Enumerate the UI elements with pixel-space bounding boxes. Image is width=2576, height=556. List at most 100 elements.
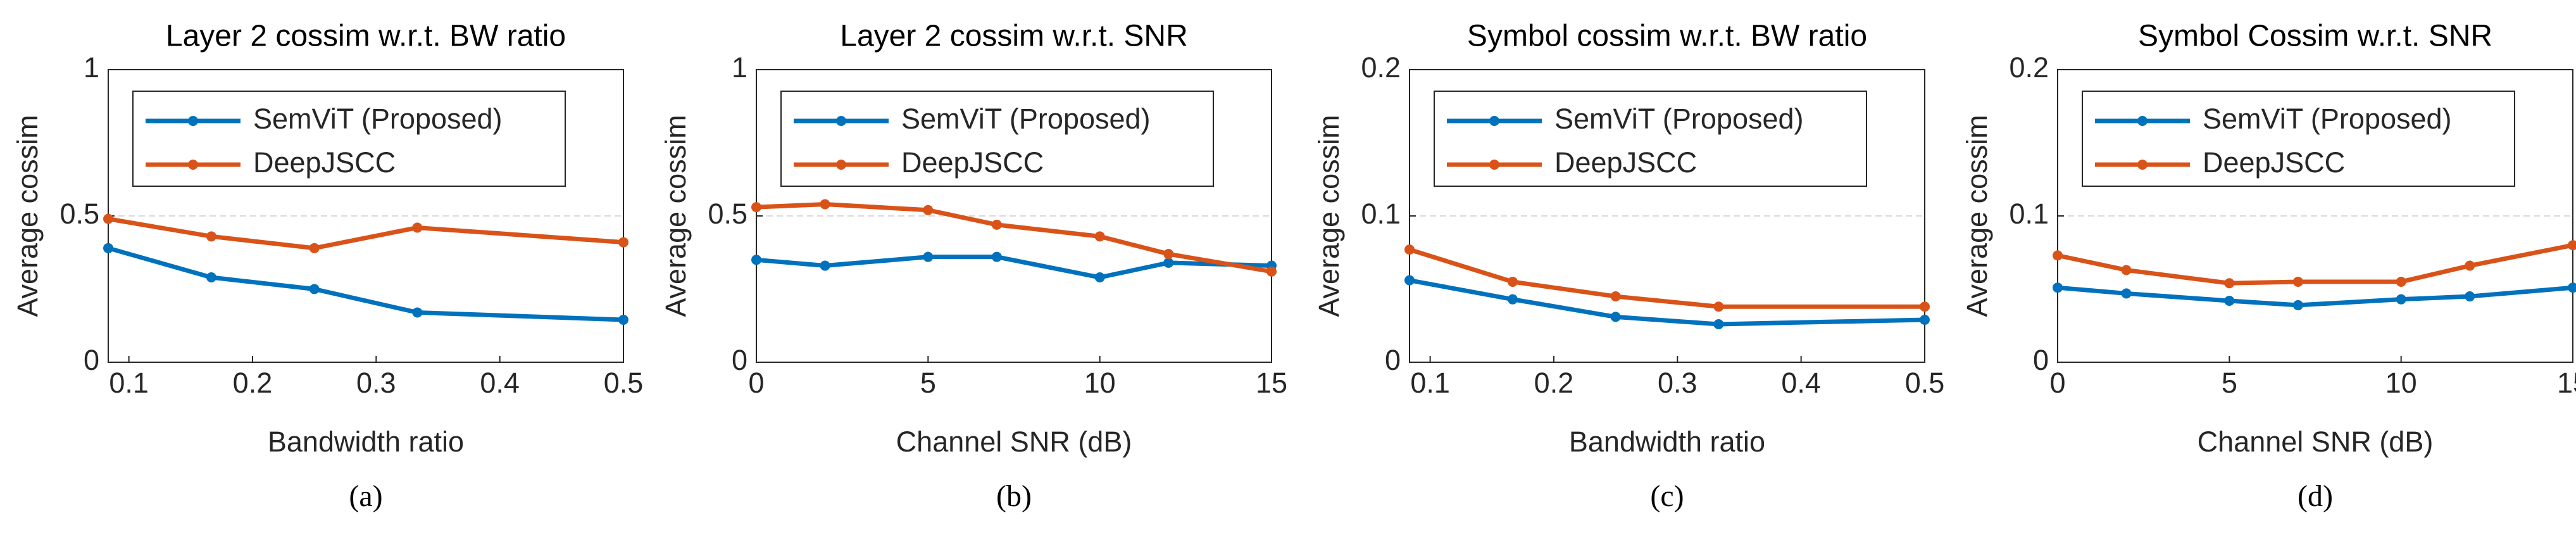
x-axis-label: Bandwidth ratio (1569, 426, 1765, 458)
data-point (206, 231, 216, 242)
y-axis-label: Average cossim (1313, 115, 1345, 317)
x-axis-label: Bandwidth ratio (268, 426, 464, 458)
x-tick-label: 15 (2557, 367, 2576, 399)
data-point (309, 284, 320, 294)
data-point (1094, 231, 1105, 242)
x-tick-label: 0 (748, 367, 764, 399)
data-point (309, 243, 320, 253)
y-axis-label: Average cossim (11, 115, 44, 317)
legend-label: SemViT (Proposed) (253, 103, 503, 135)
data-point (2292, 300, 2303, 310)
data-point (1404, 244, 1415, 255)
y-axis-label: Average cossim (660, 115, 692, 317)
chart-title: Layer 2 cossim w.r.t. BW ratio (166, 20, 566, 53)
caption: (b) (996, 479, 1032, 513)
data-point (820, 260, 830, 271)
legend-marker (1489, 116, 1499, 126)
x-axis-label: Channel SNR (dB) (2198, 426, 2434, 458)
data-point (412, 307, 423, 318)
y-tick-label: 0 (1385, 344, 1401, 376)
legend-box (2082, 91, 2515, 187)
legend-label: SemViT (Proposed) (901, 103, 1151, 135)
data-point (618, 315, 628, 325)
data-point (2465, 260, 2475, 271)
data-point (820, 199, 830, 210)
y-tick-label: 1 (84, 51, 99, 84)
data-point (2396, 294, 2406, 305)
legend-box (780, 91, 1214, 187)
data-point (2568, 240, 2576, 251)
data-point (1610, 312, 1621, 322)
x-tick-label: 0.3 (356, 367, 396, 399)
legend-label: DeepJSCC (2203, 146, 2345, 179)
legend-box (132, 91, 566, 187)
data-point (2396, 276, 2406, 287)
y-tick-label: 0.1 (1361, 198, 1401, 230)
x-tick-label: 5 (2222, 367, 2237, 399)
chart-title: Symbol Cossim w.r.t. SNR (2138, 20, 2492, 53)
legend-marker (2137, 160, 2148, 170)
y-tick-label: 0.2 (2009, 51, 2049, 84)
caption: (c) (1650, 479, 1684, 513)
data-point (2121, 288, 2132, 299)
axes-box (1409, 69, 1925, 363)
data-point (923, 205, 934, 215)
y-tick-label: 0.5 (59, 198, 99, 230)
x-tick-label: 0.2 (1534, 367, 1574, 399)
y-tick-label: 0 (2033, 344, 2049, 376)
data-point (1610, 291, 1621, 302)
legend-marker (836, 116, 846, 126)
legend-marker (2137, 116, 2148, 126)
y-tick-label: 0 (732, 344, 747, 376)
legend-marker (836, 160, 846, 170)
data-point (103, 243, 113, 253)
legend-label: DeepJSCC (901, 146, 1044, 179)
data-point (2121, 265, 2132, 275)
x-tick-label: 0.5 (1905, 367, 1945, 399)
legend-label: SemViT (Proposed) (1554, 103, 1804, 135)
y-tick-label: 0.2 (1361, 51, 1401, 84)
data-point (1920, 315, 1930, 325)
x-tick-label: 0.2 (233, 367, 273, 399)
legend-marker (188, 116, 198, 126)
legend-marker (188, 160, 198, 170)
x-tick-label: 0.4 (480, 367, 520, 399)
legend-label: DeepJSCC (1554, 146, 1697, 179)
legend-label: SemViT (Proposed) (2203, 103, 2452, 135)
x-tick-label: 15 (1256, 367, 1287, 399)
data-point (1920, 301, 1930, 312)
data-point (2292, 276, 2303, 287)
caption: (d) (2298, 479, 2333, 513)
axes-box (2057, 69, 2573, 363)
y-axis-label: Average cossim (1961, 115, 1993, 317)
x-tick-label: 0.5 (604, 367, 644, 399)
data-point (991, 219, 1002, 230)
data-point (1163, 257, 1174, 268)
data-point (1094, 272, 1105, 283)
data-point (2224, 278, 2235, 289)
data-point (991, 251, 1002, 262)
data-point (618, 237, 628, 248)
y-tick-label: 1 (732, 51, 747, 84)
chart-title: Symbol cossim w.r.t. BW ratio (1467, 20, 1867, 53)
data-point (1713, 301, 1724, 312)
data-point (2053, 250, 2063, 261)
x-tick-label: 10 (2385, 367, 2417, 399)
legend-label: DeepJSCC (253, 146, 396, 179)
x-tick-label: 10 (1084, 367, 1116, 399)
data-point (923, 251, 934, 262)
data-point (751, 255, 761, 265)
axes-box (756, 69, 1272, 363)
x-tick-label: 0 (2049, 367, 2065, 399)
data-point (412, 222, 423, 233)
data-point (1507, 276, 1518, 287)
data-point (2568, 282, 2576, 293)
legend-marker (1489, 160, 1499, 170)
caption: (a) (349, 479, 382, 513)
data-point (103, 213, 113, 224)
data-point (2053, 282, 2063, 293)
data-point (206, 272, 216, 283)
data-point (751, 202, 761, 213)
x-tick-label: 0.4 (1781, 367, 1821, 399)
